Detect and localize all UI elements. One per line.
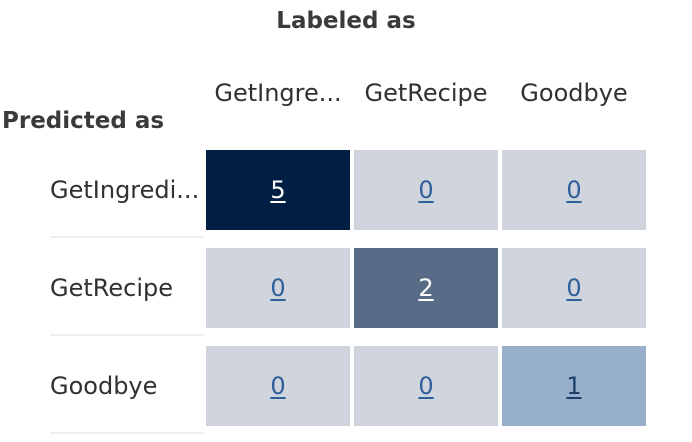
cell-count-link[interactable]: 0 xyxy=(418,176,434,204)
row-divider xyxy=(50,236,204,238)
matrix-cell[interactable]: 0 xyxy=(502,248,646,328)
predicted-as-label: Predicted as xyxy=(2,108,165,134)
matrix-cell[interactable]: 0 xyxy=(354,150,498,230)
cell-count-link[interactable]: 0 xyxy=(566,176,582,204)
cell-count-link[interactable]: 2 xyxy=(418,274,434,302)
labeled-as-title: Labeled as xyxy=(276,8,416,34)
column-header-goodbye: Goodbye xyxy=(520,79,628,107)
cell-count-link[interactable]: 0 xyxy=(418,372,434,400)
cell-count-link[interactable]: 0 xyxy=(566,274,582,302)
row-header-goodbye: Goodbye xyxy=(50,372,158,400)
cell-count-link[interactable]: 5 xyxy=(270,176,286,204)
row-divider xyxy=(50,432,204,434)
matrix-cell[interactable]: 0 xyxy=(206,248,350,328)
matrix-cell[interactable]: 1 xyxy=(502,346,646,426)
matrix-cell[interactable]: 5 xyxy=(206,150,350,230)
row-divider xyxy=(50,334,204,336)
row-header-getingredients: GetIngredi... xyxy=(50,176,200,204)
matrix-cell[interactable]: 0 xyxy=(502,150,646,230)
column-header-getingredients: GetIngre... xyxy=(214,79,342,107)
matrix-cell[interactable]: 0 xyxy=(206,346,350,426)
matrix-cell[interactable]: 2 xyxy=(354,248,498,328)
cell-count-link[interactable]: 1 xyxy=(566,372,582,400)
matrix-cell[interactable]: 0 xyxy=(354,346,498,426)
column-header-getrecipe: GetRecipe xyxy=(364,79,488,107)
cell-count-link[interactable]: 0 xyxy=(270,372,286,400)
row-header-getrecipe: GetRecipe xyxy=(50,274,173,302)
cell-count-link[interactable]: 0 xyxy=(270,274,286,302)
